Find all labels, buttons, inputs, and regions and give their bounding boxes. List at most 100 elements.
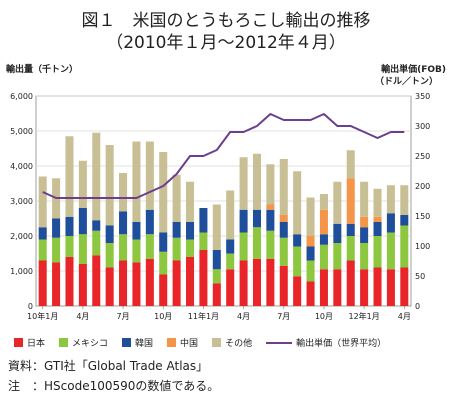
bar-japan xyxy=(346,260,355,306)
legend-item-price: 輸出単価（世界平均） xyxy=(266,336,386,349)
x-tick-label: 4月 xyxy=(76,312,89,321)
bar-china xyxy=(306,236,315,247)
bar-mexico xyxy=(78,234,87,264)
bar-japan xyxy=(132,262,141,306)
bar-other xyxy=(266,164,275,205)
bar-other xyxy=(373,188,382,217)
legend-item-korea: 韓国 xyxy=(122,336,153,349)
bar-korea xyxy=(239,209,248,233)
bar-other xyxy=(333,181,342,224)
bar-korea xyxy=(373,222,382,236)
bar-other xyxy=(346,150,355,179)
bar-other xyxy=(386,185,395,214)
bar-japan xyxy=(119,260,128,306)
bar-korea xyxy=(360,227,369,243)
bar-korea xyxy=(132,222,141,240)
bar-japan xyxy=(333,269,342,306)
y-right-tick-label: 0 xyxy=(415,302,420,311)
bar-japan xyxy=(386,269,395,306)
bar-korea xyxy=(38,227,47,240)
bar-japan xyxy=(145,258,154,306)
bar-korea xyxy=(186,222,195,240)
legend-swatch-korea xyxy=(122,338,132,347)
bar-mexico xyxy=(266,230,275,259)
notes: 資料：GTI社「Global Trade Atlas」 注 ：HScode100… xyxy=(8,356,219,396)
bar-china xyxy=(346,178,355,224)
bar-other xyxy=(279,159,288,215)
hscode-note: 注 ：HScode100590の数値である。 xyxy=(8,379,220,393)
y-left-tick-label: 3,000 xyxy=(10,197,33,206)
bar-mexico xyxy=(252,227,261,259)
y-right-tick-label: 200 xyxy=(415,182,430,191)
y-left-tick-label: 5,000 xyxy=(10,127,33,136)
bar-japan xyxy=(279,265,288,306)
bar-mexico xyxy=(105,243,114,268)
bar-other xyxy=(252,153,261,210)
legend-label-other: その他 xyxy=(225,339,253,349)
bar-korea xyxy=(212,250,221,270)
bar-mexico xyxy=(212,269,221,284)
bar-korea xyxy=(226,239,235,254)
chart-title: 図１ 米国のとうもろこし輸出の推移 xyxy=(81,11,371,31)
bar-japan xyxy=(293,276,302,306)
bar-other xyxy=(132,141,141,222)
bar-korea xyxy=(199,208,208,233)
bar-other xyxy=(212,204,221,250)
bar-other xyxy=(159,152,168,233)
bar-mexico xyxy=(279,237,288,266)
bar-mexico xyxy=(293,246,302,277)
bar-mexico xyxy=(226,253,235,270)
bar-other xyxy=(306,197,315,236)
bar-korea xyxy=(293,234,302,247)
bar-other xyxy=(145,141,154,210)
legend-item-japan: 日本 xyxy=(14,336,45,349)
chart-subtitle: （2010年１月～2012年４月） xyxy=(106,33,346,53)
bar-mexico xyxy=(65,236,74,257)
bar-other xyxy=(400,185,409,215)
x-tick-label: 10月 xyxy=(315,312,333,321)
bar-mexico xyxy=(346,236,355,261)
bar-other xyxy=(186,181,195,222)
bar-japan xyxy=(92,255,101,306)
bar-china xyxy=(279,215,288,222)
bar-korea xyxy=(159,232,168,252)
bar-other xyxy=(105,145,114,226)
y-left-tick-label: 0 xyxy=(28,302,33,311)
bar-mexico xyxy=(306,260,315,282)
bar-other xyxy=(239,157,248,210)
bar-mexico xyxy=(239,232,248,261)
bar-other xyxy=(172,174,181,222)
bar-korea xyxy=(333,223,342,243)
bar-other xyxy=(319,194,328,210)
bar-japan xyxy=(226,269,235,306)
bar-korea xyxy=(319,234,328,245)
y-left-tick-label: 1,000 xyxy=(10,267,33,276)
bar-mexico xyxy=(199,232,208,250)
bar-mexico xyxy=(92,230,101,256)
y-right-tick-label: 150 xyxy=(415,212,430,221)
left-axis-unit: 輸出量（千トン） xyxy=(6,65,79,75)
x-tick-label: 12年1月 xyxy=(348,311,379,321)
bar-japan xyxy=(38,260,47,306)
legend-swatch-china xyxy=(167,338,177,347)
legend-item-china: 中国 xyxy=(167,336,198,349)
y-right-tick-label: 50 xyxy=(415,272,425,281)
bar-korea xyxy=(52,218,61,238)
bar-japan xyxy=(239,260,248,306)
bar-japan xyxy=(186,257,195,306)
bar-mexico xyxy=(145,234,154,259)
bar-korea xyxy=(279,222,288,238)
source-note: 資料：GTI社「Global Trade Atlas」 xyxy=(8,359,209,373)
legend-swatch-price xyxy=(266,341,293,344)
bar-other xyxy=(38,176,47,228)
y-right-tick-label: 350 xyxy=(415,92,430,101)
legend-swatch-japan xyxy=(14,338,23,347)
y-left-tick-label: 4,000 xyxy=(10,162,33,171)
legend-label-china: 中国 xyxy=(180,339,199,349)
legend: 日本 メキシコ 韓国 中国 その他 輸出単価（世界平均） xyxy=(14,336,444,349)
bar-other xyxy=(92,132,101,221)
y-right-tick-label: 300 xyxy=(415,122,430,131)
bar-japan xyxy=(306,281,315,306)
bar-korea xyxy=(306,246,315,261)
